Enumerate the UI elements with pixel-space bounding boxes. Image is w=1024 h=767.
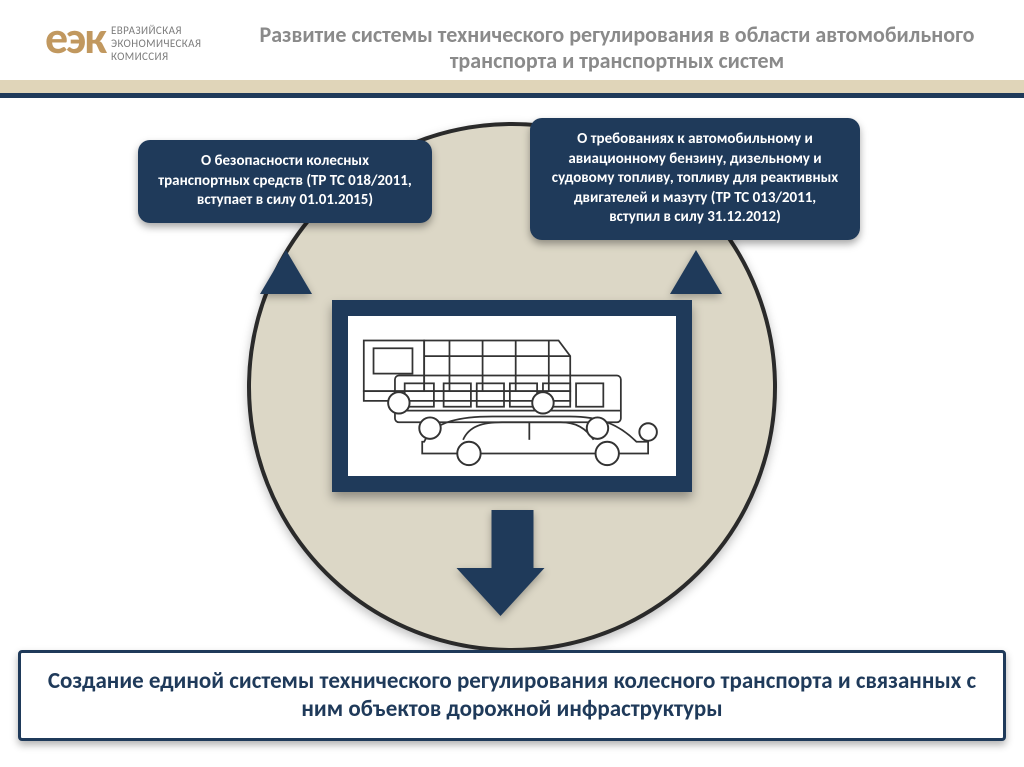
logo-line3: комиссия — [111, 50, 201, 63]
bottom-conclusion: Создание единой системы технического рег… — [18, 650, 1006, 742]
arrow-up-right-icon — [670, 250, 722, 294]
logo-word: еэк — [45, 18, 105, 59]
card-left: О безопасности колесных транспортных сре… — [138, 140, 432, 223]
logo: еэк ЕВРАЗИЙСКАЯ экономическая комиссия — [45, 18, 201, 64]
header: еэк ЕВРАЗИЙСКАЯ экономическая комиссия Р… — [0, 0, 1024, 90]
diagram-stage: О безопасности колесных транспортных сре… — [0, 100, 1024, 767]
vehicles-icon — [356, 320, 668, 472]
logo-subtitle: ЕВРАЗИЙСКАЯ экономическая комиссия — [111, 24, 201, 64]
page-title: Развитие системы технического регулирова… — [240, 22, 994, 75]
logo-line2: экономическая — [111, 37, 201, 50]
card-right: О требованиях к автомобильному и авиацио… — [530, 118, 860, 240]
arrow-down-icon — [480, 510, 545, 616]
arrow-up-left-icon — [260, 250, 312, 294]
vehicle-illustration — [332, 300, 692, 492]
logo-line1: ЕВРАЗИЙСКАЯ — [111, 24, 201, 37]
header-divider — [0, 80, 1024, 98]
